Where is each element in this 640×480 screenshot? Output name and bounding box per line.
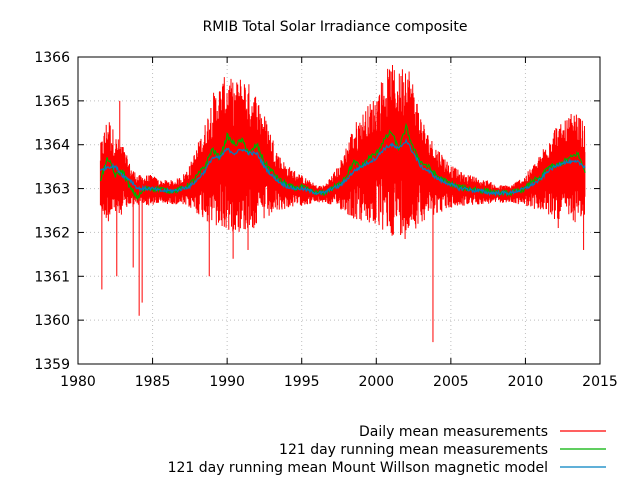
x-tick-label: 2015 [582,374,618,390]
y-tick-label: 1359 [34,357,70,373]
x-tick-label: 1980 [60,374,96,390]
y-tick-label: 1364 [34,138,70,154]
y-tick-label: 1363 [34,182,70,198]
y-tick-label: 1362 [34,225,70,241]
x-tick-label: 1990 [209,374,245,390]
series-layer [99,64,586,343]
axis-ticks: 1359 1360 1361 1362 1363 1364 1365 1366 1980 1985… [34,50,617,390]
series-magnetic-model-line [99,137,586,197]
legend-label: Daily mean measurements [359,424,548,440]
y-tick-label: 1360 [34,313,70,329]
plot-frame [77,56,601,365]
x-tick-label: 2010 [508,374,544,390]
chart-title: RMIB Total Solar Irradiance composite [203,19,468,35]
legend: Daily mean measurements 121 day running m… [168,424,606,476]
x-tick-label: 2005 [433,374,469,390]
x-tick-label: 2000 [358,374,394,390]
y-tick-label: 1366 [34,50,70,66]
x-tick-label: 1985 [135,374,171,390]
x-tick-label: 1995 [284,374,320,390]
series-daily-mean-line [99,64,586,240]
grid [77,56,601,365]
y-tick-label: 1361 [34,269,70,285]
legend-label: 121 day running mean Mount Willson magne… [168,460,548,476]
y-tick-label: 1365 [34,94,70,110]
legend-label: 121 day running mean measurements [279,442,548,458]
